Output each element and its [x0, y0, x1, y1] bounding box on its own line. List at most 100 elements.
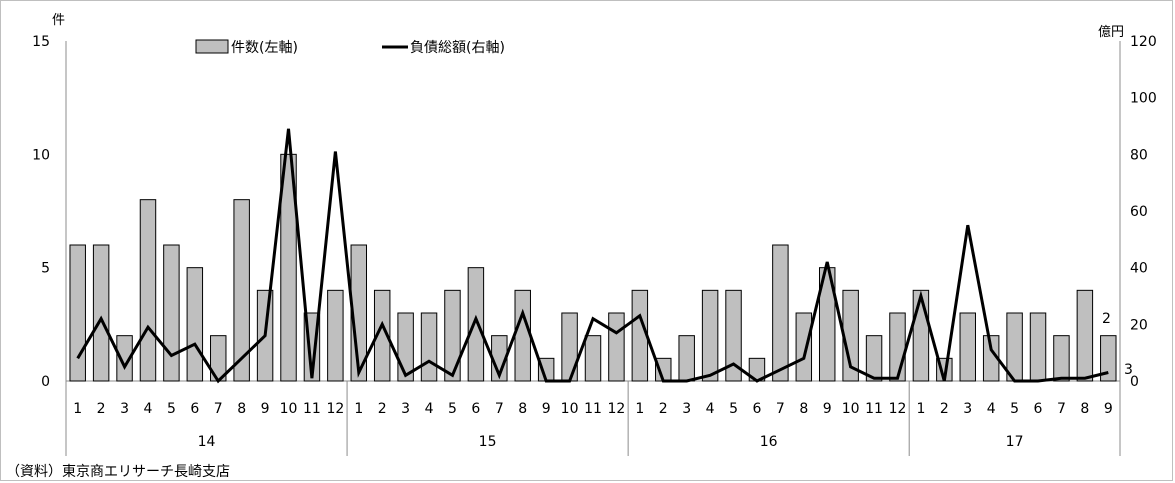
- annotation-bar-last: 2: [1102, 311, 1111, 327]
- year-label: 16: [760, 434, 778, 450]
- month-tick-label: 12: [889, 401, 907, 417]
- bar: [163, 244, 180, 382]
- left-axis-unit: 件: [52, 13, 65, 28]
- left-tick-label: 15: [32, 34, 50, 50]
- month-tick-label: 7: [776, 401, 785, 417]
- month-tick-label: 1: [635, 401, 644, 417]
- bar: [725, 289, 742, 382]
- legend: 件数(左軸) 負債総額(右軸): [195, 39, 505, 56]
- axes: [65, 41, 1121, 456]
- right-tick-label: 60: [1130, 204, 1148, 220]
- month-tick-label: 9: [261, 401, 270, 417]
- bar: [701, 289, 719, 382]
- month-tick-label: 12: [326, 401, 344, 417]
- month-tick-label: 4: [425, 401, 434, 417]
- bar: [795, 312, 813, 382]
- bar: [139, 199, 157, 382]
- month-tick-label: 12: [608, 401, 626, 417]
- bar: [584, 335, 602, 382]
- month-tick-label: 2: [97, 401, 106, 417]
- month-tick-label: 11: [865, 401, 883, 417]
- month-tick-label: 6: [190, 401, 199, 417]
- bar: [327, 289, 344, 382]
- bar: [92, 244, 110, 382]
- month-tick-label: 1: [354, 401, 363, 417]
- bar: [1029, 312, 1047, 382]
- month-tick-label: 8: [1080, 401, 1089, 417]
- month-tick-label: 5: [729, 401, 738, 417]
- bar: [444, 289, 461, 382]
- annotation-line-last: 3: [1124, 362, 1133, 378]
- year-label: 15: [479, 434, 497, 450]
- line-series: [76, 128, 1109, 384]
- bar: [467, 267, 485, 382]
- bar: [959, 312, 976, 382]
- month-tick-label: 7: [1057, 401, 1066, 417]
- right-axis-unit: 億円: [1098, 24, 1124, 40]
- right-tick-label: 100: [1130, 91, 1157, 107]
- bar: [631, 289, 649, 382]
- year-label: 17: [1006, 434, 1024, 450]
- bar: [373, 289, 391, 382]
- legend-bar-swatch: [195, 39, 229, 54]
- bar: [186, 267, 204, 382]
- month-tick-label: 4: [706, 401, 715, 417]
- month-tick-label: 9: [542, 401, 551, 417]
- bar: [1076, 289, 1094, 382]
- bar: [233, 199, 250, 382]
- month-tick-label: 7: [495, 401, 504, 417]
- month-tick-label: 5: [1010, 401, 1019, 417]
- month-tick-label: 3: [120, 401, 129, 417]
- left-tick-label: 0: [41, 374, 50, 390]
- bar: [116, 335, 133, 382]
- bar: [1006, 312, 1023, 382]
- right-tick-label: 40: [1130, 261, 1148, 277]
- bar: [889, 312, 906, 382]
- month-tick-label: 3: [401, 401, 410, 417]
- legend-line-label: 負債総額(右軸): [410, 40, 505, 56]
- month-tick-label: 11: [584, 401, 602, 417]
- bar: [69, 244, 86, 382]
- month-tick-label: 5: [448, 401, 457, 417]
- bar-series: [69, 153, 1117, 382]
- month-tick-label: 10: [280, 401, 298, 417]
- right-tick-label: 20: [1130, 317, 1148, 333]
- month-tick-label: 8: [518, 401, 527, 417]
- month-tick-label: 1: [73, 401, 82, 417]
- month-tick-label: 2: [940, 401, 949, 417]
- month-tick-label: 6: [752, 401, 761, 417]
- month-tick-label: 3: [963, 401, 972, 417]
- month-tick-label: 3: [682, 401, 691, 417]
- bar: [514, 289, 531, 382]
- legend-bar-label: 件数(左軸): [231, 40, 298, 56]
- bar: [608, 312, 625, 382]
- source-note: （資料）東京商エリサーチ長崎支店: [6, 464, 230, 480]
- year-label: 14: [198, 434, 216, 450]
- right-tick-label: 0: [1130, 374, 1139, 390]
- left-tick-label: 10: [32, 147, 50, 163]
- month-tick-label: 2: [378, 401, 387, 417]
- bar: [912, 289, 930, 382]
- month-tick-label: 1: [916, 401, 925, 417]
- month-tick-label: 6: [471, 401, 480, 417]
- month-tick-label: 9: [1104, 401, 1113, 417]
- right-tick-label: 120: [1130, 34, 1157, 50]
- bar: [420, 312, 438, 382]
- month-tick-label: 5: [167, 401, 176, 417]
- month-tick-label: 4: [987, 401, 996, 417]
- month-tick-label: 11: [303, 401, 321, 417]
- month-tick-label: 8: [799, 401, 808, 417]
- bar: [865, 335, 883, 382]
- bar: [1053, 335, 1070, 382]
- month-tick-label: 7: [214, 401, 223, 417]
- bar: [678, 335, 695, 382]
- right-tick-label: 80: [1130, 147, 1148, 163]
- month-tick-label: 10: [842, 401, 860, 417]
- month-tick-label: 9: [823, 401, 832, 417]
- month-tick-label: 6: [1034, 401, 1043, 417]
- month-tick-label: 10: [561, 401, 579, 417]
- bar: [1100, 335, 1117, 382]
